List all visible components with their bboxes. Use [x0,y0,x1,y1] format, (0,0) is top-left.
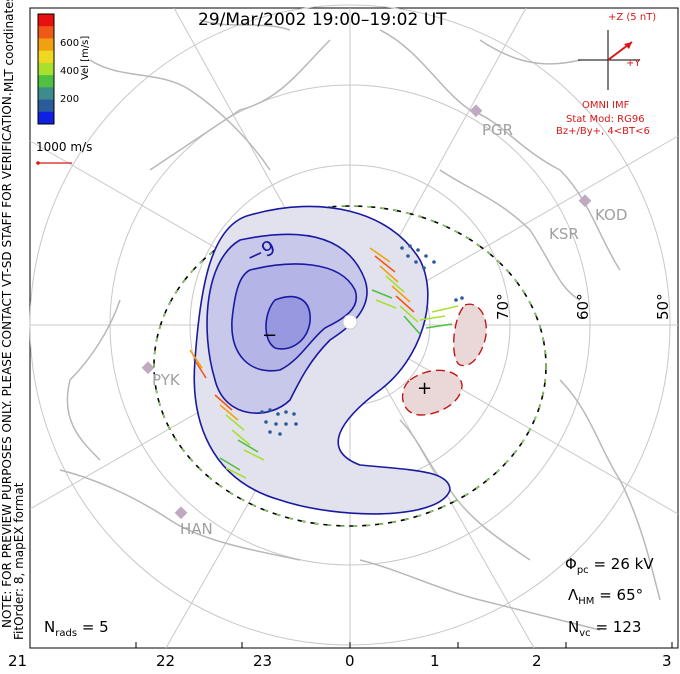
mlt-tick-22: 22 [156,652,176,670]
velocity-color-bar-frame [37,13,55,125]
velocity-color-bar [38,14,54,125]
stat-phi-pc-sub: pc [576,565,589,576]
positive-cell-lower [401,369,463,416]
stat-n-vc-sub: vc [579,628,591,639]
color-bar-segment [38,50,54,64]
imf-source: OMNI IMF [582,100,630,111]
color-bar-segment [38,62,54,76]
station-label-pyk: PYK [152,371,180,389]
stat-n-vc-value: = 123 [595,618,642,636]
hm-boundary-overlay [153,205,547,527]
mlt-tick-3: 3 [662,652,672,670]
stat-n-rads: Nrads = 5 [44,618,109,639]
velocity-vectors-dawn-dots [400,244,464,302]
station-label-pgr: PGR [482,121,514,139]
imf-condition: Bz+/By+, 4<BT<6 [556,126,650,137]
stat-phi-pc-value: = 26 kV [593,555,654,573]
velocity-scale-label: Vel [m/s] [80,35,91,80]
stat-n-vc-symbol: N [568,618,580,636]
stat-lambda-hm-symbol: Λ [568,586,579,604]
geo-pole-marker [342,314,358,330]
potential-cell-core [265,295,311,350]
stat-n-rads-value: = 5 [81,618,109,636]
velocity-vectors-night-dots [260,408,298,436]
stat-n-rads-sub: rads [55,628,78,639]
cell-maximum-marker: + [417,378,433,399]
color-bar-segment [38,26,54,39]
station-label-kod: KOD [595,206,628,224]
mlt-axis-ticks [29,642,673,648]
mlt-tick-1: 1 [430,652,440,670]
stat-lambda-hm-value: = 65° [599,586,644,604]
color-bar-segment [38,75,54,88]
station-label-ksr: KSR [549,225,579,243]
latitude-label-70: 70° [494,293,512,320]
latitude-label-50: 50° [654,293,672,320]
latitude-label-60: 60° [574,293,592,320]
stat-lambda-hm: ΛHM = 65° [568,586,643,607]
positive-cell-upper [452,303,487,367]
mlt-tick-0: 0 [345,652,355,670]
vector-scale-label: 1000 m/s [36,140,93,154]
mlt-tick-23: 23 [253,652,273,670]
velocity-vectors-dayside [369,247,459,335]
color-bar-segment [38,87,54,101]
velocity-vectors-nightside [189,349,265,479]
coastlines [59,19,661,631]
velocity-tick-200: 200 [60,94,80,105]
stat-n-rads-symbol: N [44,618,56,636]
imf-dial [578,30,640,90]
imf-by-label: +Y [626,58,641,69]
side-note-line2: FitOrder: 8, mapEX format [12,482,26,640]
stat-phi-pc: Φpc = 26 kV [565,555,654,576]
vector-scale-dot [36,161,40,165]
imf-stat-mod: Stat Mod: RG96 [566,114,645,125]
velocity-tick-600: 600 [60,38,80,49]
color-bar-segment [38,38,54,52]
color-bar-segment [38,14,54,27]
mlt-tick-2: 2 [532,652,542,670]
mlt-tick-21: 21 [8,652,28,670]
station-label-han: HAN [180,520,213,538]
map-title: 29/Mar/2002 19:00–19:02 UT [198,10,447,30]
cell-minimum-marker: − [262,325,278,346]
stat-phi-pc-symbol: Φ [565,555,577,573]
velocity-tick-400: 400 [60,66,80,77]
color-bar-segment [38,111,54,125]
stat-n-vc: Nvc = 123 [568,618,641,639]
imf-bz-label: +Z (5 nT) [608,12,657,23]
stat-lambda-hm-sub: HM [578,596,595,607]
coord-label: MLT coordinates [2,0,16,92]
color-bar-segment [38,99,54,113]
